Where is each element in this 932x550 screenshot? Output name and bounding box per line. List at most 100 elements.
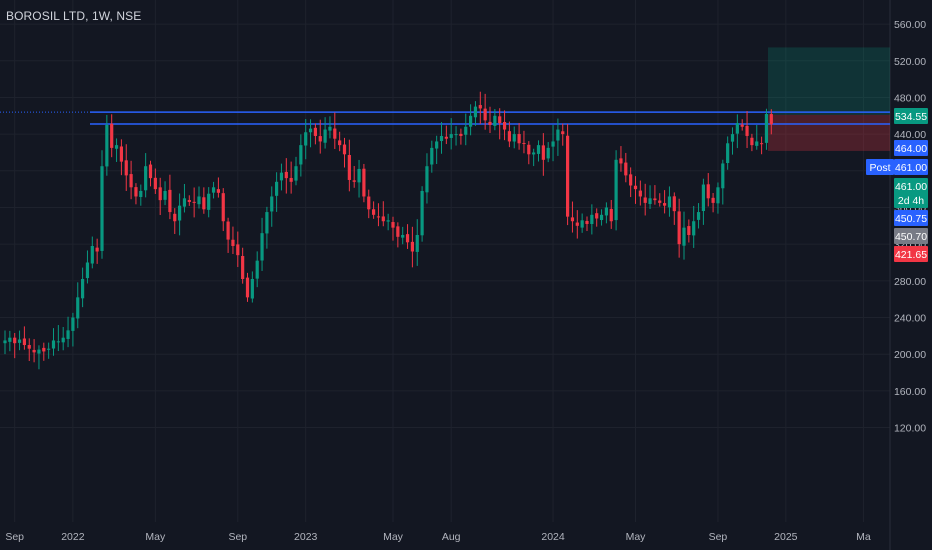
candle-body [163, 190, 167, 200]
horizontal-lines [0, 111, 890, 125]
candle-body [726, 143, 730, 164]
price-tags: 534.55 464.00 461.00 Post 461.00 2d 4h 450.75 4… [866, 108, 928, 262]
candle-body [3, 340, 7, 344]
candle-body [284, 171, 288, 179]
candle-body [114, 145, 119, 149]
y-tick-label: 440.00 [894, 129, 926, 141]
price-tag [894, 140, 928, 156]
candle-body [459, 133, 463, 136]
candle-body [381, 216, 385, 222]
candle-body [701, 184, 705, 211]
candle-body [192, 201, 196, 203]
candle-body [682, 227, 686, 246]
candle-body [750, 137, 754, 146]
price-tag [894, 246, 928, 262]
candle-body [71, 317, 75, 331]
candle-body [619, 158, 623, 164]
candle-body [609, 208, 613, 222]
price-tag [894, 159, 928, 175]
candle-body [76, 297, 80, 319]
price-tag-label: 421.65 [895, 249, 927, 261]
candle-body [119, 146, 123, 162]
candle-body [255, 260, 259, 279]
candle-body [333, 128, 337, 139]
candle-body [464, 126, 468, 135]
candle-body [473, 106, 478, 118]
candle-body [308, 128, 313, 133]
candle-body [17, 339, 22, 343]
candle-body [532, 152, 536, 155]
candle-body [13, 337, 17, 344]
price-tag-countdown: 2d 4h [898, 195, 924, 207]
candle-body [653, 198, 657, 201]
candle-body [566, 135, 570, 217]
candle-body [556, 129, 560, 141]
candle-body [478, 105, 482, 109]
post-label-box [866, 159, 894, 175]
candle-body [216, 189, 220, 193]
candle-body [536, 145, 541, 154]
candle-body [226, 221, 230, 240]
candle-body [735, 123, 739, 134]
candle-body [711, 197, 715, 203]
candle-body [231, 239, 235, 246]
price-tag [894, 108, 928, 124]
candle-body [221, 193, 225, 222]
candle-body [755, 141, 759, 146]
candle-body [604, 207, 608, 216]
candle-body [425, 166, 429, 193]
candle-body [541, 145, 545, 160]
candle-body [595, 213, 599, 219]
candle-body [454, 134, 458, 136]
candle-body [148, 164, 153, 179]
candle-body [182, 198, 187, 207]
candle-body [546, 147, 550, 159]
candle-body [706, 184, 710, 199]
candle-body [488, 121, 492, 125]
price-tag-label: 450.70 [895, 231, 927, 243]
candle-body [124, 160, 128, 176]
candle-body [658, 200, 662, 203]
candle-body [139, 190, 143, 197]
candle-body [168, 189, 172, 213]
x-tick-label: May [383, 531, 404, 543]
candle-body [415, 234, 419, 252]
candle-body [372, 209, 376, 215]
candle-body [522, 142, 526, 144]
candle-body [347, 155, 351, 180]
candle-body [313, 127, 317, 136]
candle-body [173, 213, 177, 222]
candle-body [110, 123, 114, 148]
candle-body [730, 134, 735, 142]
candle-body [648, 198, 652, 204]
candle-body [721, 163, 725, 189]
candle-body [27, 345, 31, 349]
x-tick-label: Ma [856, 531, 871, 543]
candle-body [245, 277, 250, 298]
price-tag [894, 178, 928, 208]
candle-body [439, 135, 444, 142]
x-tick-label: 2025 [774, 531, 798, 543]
candle-body [512, 134, 516, 142]
candle-body [294, 166, 298, 181]
candle-body [90, 245, 94, 264]
candle-body [37, 349, 41, 354]
candle-body [483, 108, 487, 121]
stop-zone [768, 114, 890, 151]
candle-body [8, 337, 12, 342]
y-tick-label: 560.00 [894, 19, 926, 31]
candle-body [764, 113, 769, 143]
candle-body [629, 174, 633, 186]
time-axis[interactable]: Sep 2022 May Sep 2023 May Aug 2024 May Sep 2025 Ma [5, 531, 871, 543]
candle-body [769, 114, 773, 125]
candle-body [449, 134, 453, 138]
candle-body [507, 131, 511, 142]
candle-body [357, 168, 361, 183]
candle-body [95, 247, 99, 252]
candle-body [250, 279, 254, 299]
candle-body [435, 141, 439, 149]
x-tick-label: May [145, 531, 166, 543]
candle-body [61, 337, 65, 343]
candle-body [638, 190, 642, 197]
